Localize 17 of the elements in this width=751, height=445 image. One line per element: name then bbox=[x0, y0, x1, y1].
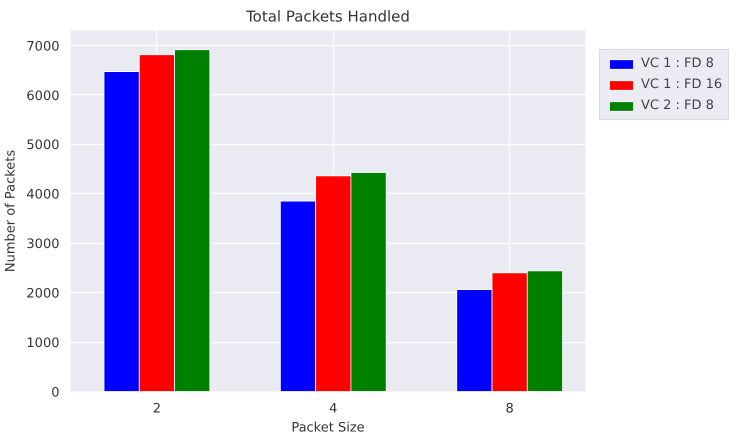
x-tick-label: 4 bbox=[329, 402, 338, 416]
y-tick-label: 7000 bbox=[26, 39, 60, 54]
legend-label: VC 1 : FD 8 bbox=[641, 56, 714, 71]
y-tick-label: 3000 bbox=[26, 237, 60, 252]
y-tick-label: 5000 bbox=[26, 138, 60, 154]
legend-label: VC 1 : FD 16 bbox=[641, 77, 722, 92]
y-tick-label: 1000 bbox=[26, 336, 60, 352]
y-tick-label: 0 bbox=[51, 386, 60, 400]
chart-title: Total Packets Handled bbox=[245, 8, 410, 26]
y-tick-label: 6000 bbox=[26, 88, 60, 104]
y-tick-label: 4000 bbox=[26, 188, 60, 203]
legend-label: VC 2 : FD 8 bbox=[641, 98, 714, 113]
x-tick-label: 2 bbox=[152, 402, 162, 416]
y-axis-title: Number of Packets bbox=[3, 150, 18, 272]
x-axis-title: Packet Size bbox=[291, 420, 365, 436]
x-tick-label: 8 bbox=[506, 402, 514, 416]
y-tick-label: 2000 bbox=[26, 286, 60, 302]
